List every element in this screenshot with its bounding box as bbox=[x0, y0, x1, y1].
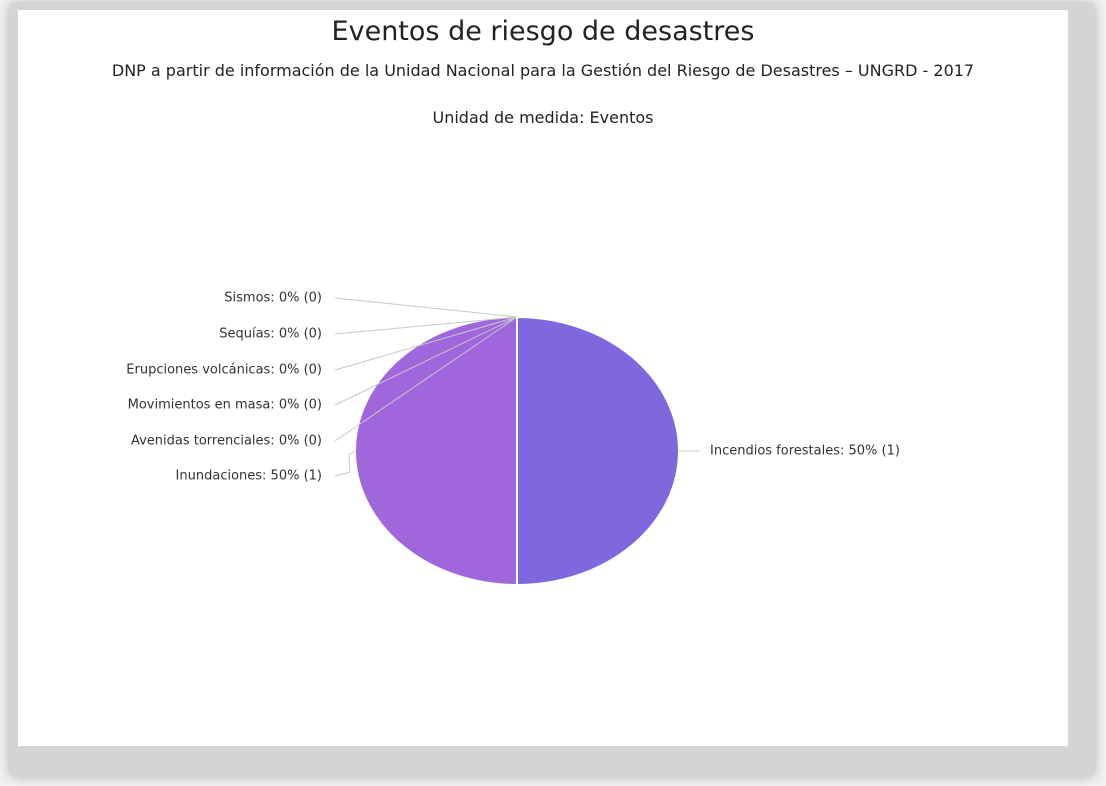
chart-title: Eventos de riesgo de desastres bbox=[331, 16, 755, 47]
leader-line bbox=[334, 297, 518, 318]
data-label: Erupciones volcánicas: 0% (0) bbox=[126, 363, 322, 378]
data-label: Movimientos en masa: 0% (0) bbox=[128, 398, 322, 413]
data-label: Sequías: 0% (0) bbox=[219, 327, 322, 342]
leader-line bbox=[334, 316, 518, 335]
data-label: Incendios forestales: 50% (1) bbox=[710, 444, 900, 459]
leader-line bbox=[334, 316, 518, 406]
leader-line bbox=[334, 316, 518, 442]
data-label: Sismos: 0% (0) bbox=[224, 291, 322, 306]
chart-subtitle: Unidad de medida: Eventos bbox=[432, 108, 654, 127]
leader-line bbox=[334, 450, 356, 477]
data-label: Inundaciones: 50% (1) bbox=[176, 469, 322, 484]
leader-line bbox=[334, 316, 518, 371]
data-label: Avenidas torrenciales: 0% (0) bbox=[131, 434, 322, 449]
pie-slice bbox=[516, 315, 680, 587]
chart-subtitle: DNP a partir de información de la Unidad… bbox=[111, 61, 975, 80]
